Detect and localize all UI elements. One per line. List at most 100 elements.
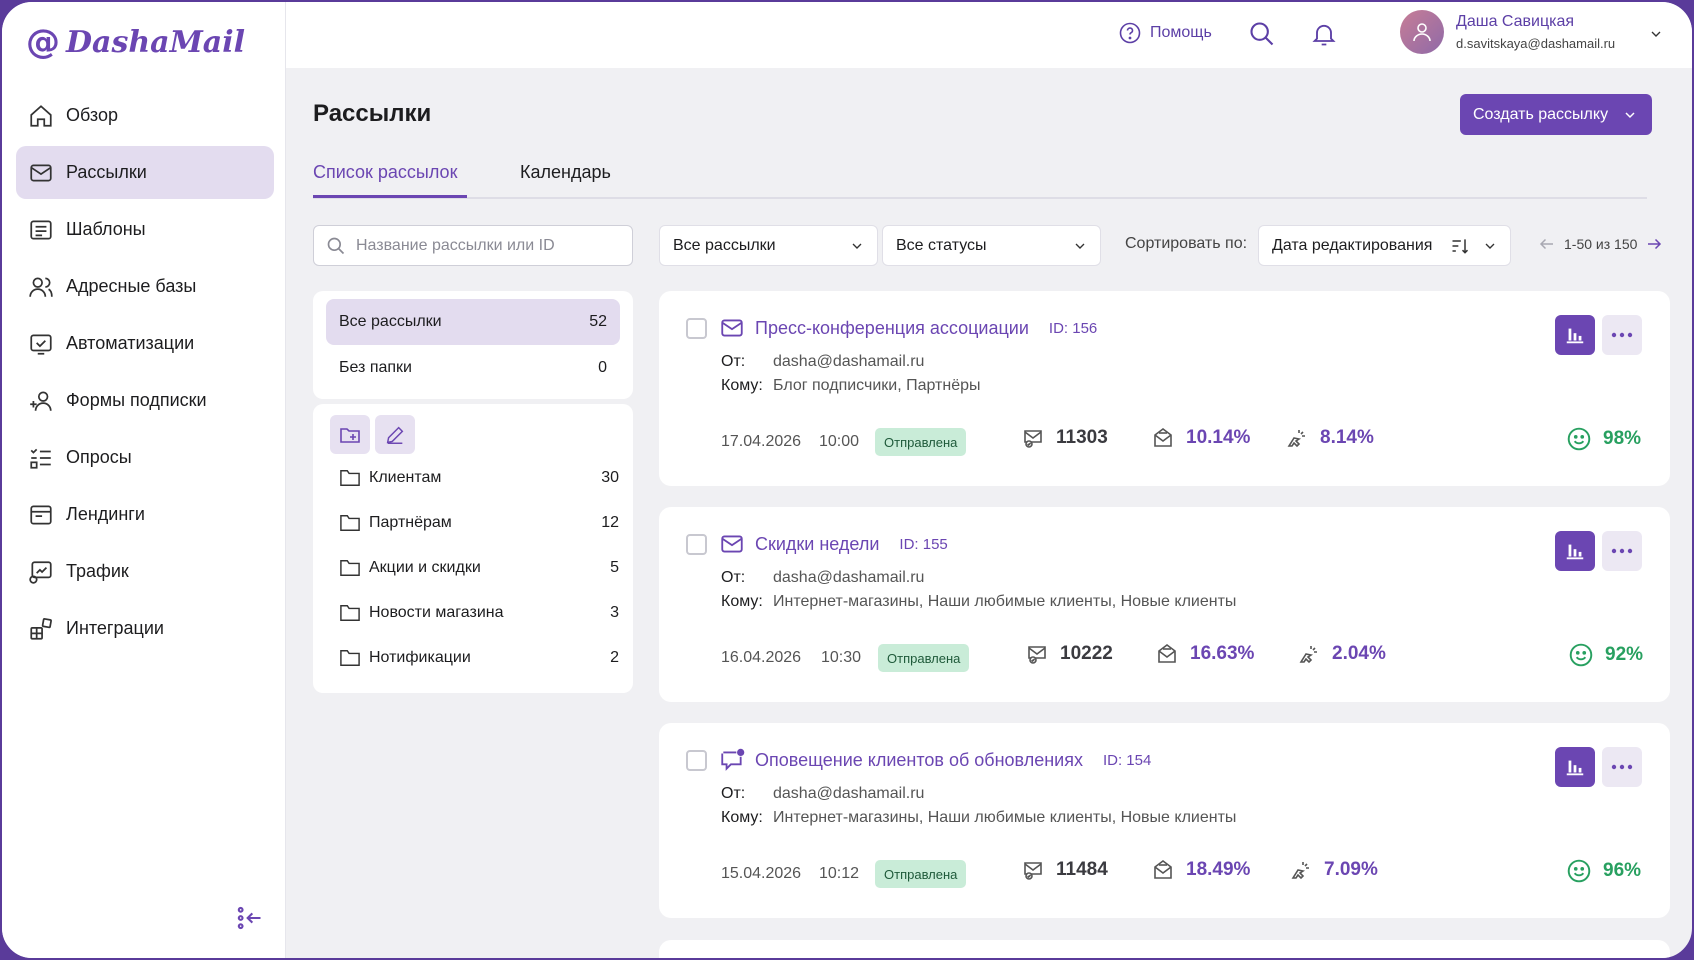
stat-sent: 10222	[1025, 642, 1113, 666]
sidebar-item-campaigns[interactable]: Рассылки	[16, 146, 274, 199]
statistics-button[interactable]	[1555, 315, 1595, 355]
chevron-down-icon[interactable]	[1648, 26, 1664, 42]
campaign-title[interactable]: Скидки недели	[755, 533, 880, 554]
logo[interactable]: @ DashaMail	[26, 22, 245, 62]
edit-folders-button[interactable]	[375, 415, 415, 454]
stat-opens: 16.63%	[1155, 642, 1254, 666]
notification-bell-icon[interactable]	[1310, 20, 1338, 48]
more-actions-button[interactable]	[1602, 531, 1642, 571]
status-filter-dropdown[interactable]: Все статусы	[882, 225, 1101, 266]
select-checkbox[interactable]	[686, 534, 707, 555]
opens-value: 16.63%	[1190, 643, 1255, 664]
group-all-campaigns[interactable]: Все рассылки 52	[326, 299, 620, 345]
search-input[interactable]	[356, 236, 616, 255]
stat-sent: 11484	[1021, 858, 1108, 882]
more-actions-button[interactable]	[1602, 747, 1642, 787]
folder-label: Новости магазина	[369, 604, 504, 621]
tabs: Список рассылок Календарь	[313, 152, 1647, 199]
page-title: Рассылки	[313, 100, 432, 127]
bar-chart-icon	[1566, 544, 1584, 560]
user-menu[interactable]: Даша Савицкая d.savitskaya@dashamail.ru	[1400, 10, 1615, 54]
sidebar-item-label: Рассылки	[66, 162, 147, 182]
status-badge: Отправлена	[875, 428, 967, 456]
folders-panel: Клиентам 30 Партнёрам 12 Акции и скидки …	[313, 404, 633, 693]
sidebar-item-surveys[interactable]: Опросы	[16, 431, 274, 484]
sidebar-item-integrations[interactable]: Интеграции	[16, 602, 274, 655]
open-mail-icon	[1154, 428, 1172, 447]
contacts-icon	[29, 276, 53, 297]
group-no-folder[interactable]: Без папки 0	[326, 345, 620, 391]
help-icon	[1119, 22, 1141, 44]
pencil-icon	[386, 426, 404, 444]
status-badge: Отправлена	[878, 644, 970, 672]
sent-value: 11303	[1056, 427, 1108, 448]
campaign-title[interactable]: Пресс-конференция ассоциации	[755, 317, 1029, 338]
folder-count: 30	[601, 469, 619, 486]
rating-value: 92%	[1605, 644, 1644, 665]
campaign-to: Кому: Блог подписчики, Партнёры	[721, 377, 981, 395]
folder-icon	[340, 515, 360, 531]
sidebar-item-overview[interactable]: Обзор	[16, 89, 274, 142]
sidebar-item-traffic[interactable]: Трафик	[16, 545, 274, 598]
stat-opens: 18.49%	[1151, 858, 1250, 882]
campaign-title[interactable]: Оповещение клиентов об обновлениях	[755, 749, 1083, 770]
sidebar-nav: Обзор Рассылки Шаблоны Адресные базы Авт…	[16, 89, 274, 659]
statistics-button[interactable]	[1555, 747, 1595, 787]
sent-icon	[1024, 862, 1042, 880]
create-campaign-button[interactable]: Создать рассылку	[1460, 94, 1652, 135]
add-user-icon	[30, 390, 52, 411]
user-email: d.savitskaya@dashamail.ru	[1456, 36, 1616, 51]
chevron-down-icon	[1485, 243, 1495, 249]
bar-chart-icon	[1566, 760, 1584, 776]
folder-item[interactable]: Акции и скидки 5	[339, 553, 619, 583]
help-link[interactable]: Помощь	[1118, 21, 1212, 45]
stat-rating: 98%	[1566, 426, 1641, 452]
topbar: Помощь Даша Савицкая d.savitskaya@dasham…	[286, 2, 1692, 68]
tab-campaign-list[interactable]: Список рассылок	[313, 162, 458, 182]
smiley-icon	[1567, 859, 1591, 883]
tab-calendar[interactable]: Календарь	[520, 162, 611, 182]
campaign-date: 16.04.2026	[721, 649, 802, 666]
campaign-title-row: Скидки недели ID: 155	[719, 531, 948, 557]
sidebar-item-label: Опросы	[66, 447, 132, 467]
open-mail-icon	[1158, 644, 1176, 663]
campaign-id: ID: 156	[1048, 319, 1098, 337]
arrow-left-icon[interactable]	[1538, 235, 1556, 253]
sidebar-item-landings[interactable]: Лендинги	[16, 488, 274, 541]
select-checkbox[interactable]	[686, 318, 707, 339]
folder-item[interactable]: Партнёрам 12	[339, 508, 619, 538]
sidebar-item-contacts[interactable]: Адресные базы	[16, 260, 274, 313]
integration-icon	[30, 617, 52, 640]
from-label: От:	[721, 353, 746, 370]
statistics-button[interactable]	[1555, 531, 1595, 571]
user-info: Даша Савицкая d.savitskaya@dashamail.ru	[1456, 13, 1615, 51]
search-icon[interactable]	[1248, 20, 1276, 48]
landing-icon	[30, 504, 52, 525]
survey-icon	[30, 448, 51, 469]
folder-item[interactable]: Клиентам 30	[339, 463, 619, 493]
sidebar-item-automations[interactable]: Автоматизации	[16, 317, 274, 370]
campaign-title-row: Оповещение клиентов об обновлениях ID: 1…	[719, 747, 1151, 773]
stat-clicks: 7.09%	[1289, 858, 1378, 882]
stat-clicks: 8.14%	[1285, 426, 1374, 450]
folder-item[interactable]: Новости магазина 3	[339, 598, 619, 628]
search-box[interactable]	[313, 225, 633, 266]
arrow-right-icon[interactable]	[1645, 235, 1663, 253]
click-icon	[1299, 646, 1317, 664]
collapse-sidebar-icon[interactable]	[236, 904, 264, 932]
type-filter-dropdown[interactable]: Все рассылки	[659, 225, 878, 266]
chevron-down-icon	[1625, 111, 1635, 118]
sort-dropdown[interactable]: Дата редактирования	[1258, 225, 1511, 266]
add-folder-button[interactable]	[330, 415, 370, 454]
status-filter-value: Все статусы	[896, 236, 987, 254]
sent-value: 10222	[1060, 643, 1113, 664]
sidebar-item-label: Обзор	[66, 105, 118, 125]
folder-item[interactable]: Нотификации 2	[339, 643, 619, 673]
sidebar-item-templates[interactable]: Шаблоны	[16, 203, 274, 256]
mail-icon	[721, 535, 743, 553]
sidebar-item-forms[interactable]: Формы подписки	[16, 374, 274, 427]
sidebar-item-label: Автоматизации	[66, 333, 195, 353]
select-checkbox[interactable]	[686, 750, 707, 771]
more-actions-button[interactable]	[1602, 315, 1642, 355]
folder-icon	[340, 605, 360, 621]
